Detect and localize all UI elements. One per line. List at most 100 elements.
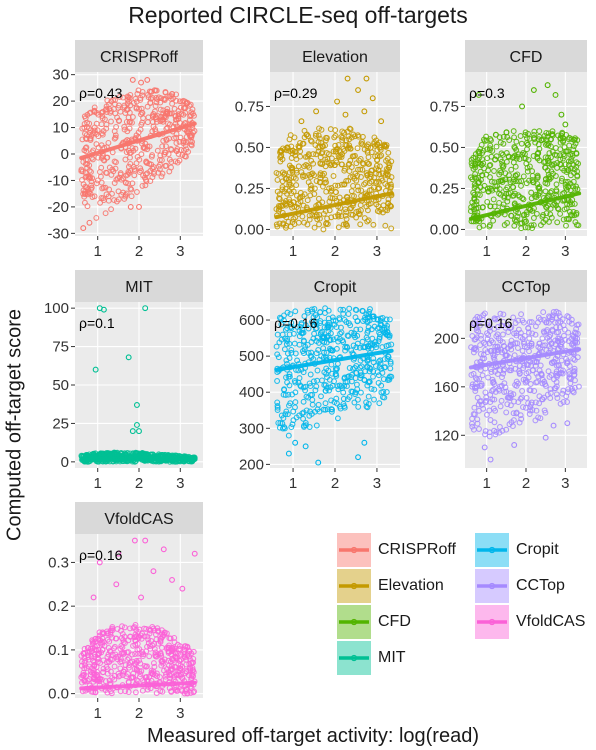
data-point — [344, 374, 351, 380]
data-point — [326, 336, 333, 343]
data-point — [474, 416, 481, 423]
data-point — [108, 206, 115, 213]
data-point — [471, 384, 478, 391]
data-point — [191, 688, 198, 695]
data-point — [371, 396, 377, 403]
data-point — [570, 368, 577, 375]
data-point — [138, 167, 144, 174]
data-point — [488, 137, 494, 144]
data-point — [91, 130, 98, 136]
data-point — [532, 139, 539, 146]
correlation-annotation: ρ=0.3 — [469, 85, 505, 101]
data-point — [84, 649, 91, 656]
data-point — [366, 364, 373, 371]
data-point — [141, 662, 148, 669]
data-point — [480, 351, 487, 358]
data-point — [96, 676, 103, 683]
data-point — [329, 406, 336, 413]
data-point — [535, 150, 542, 157]
data-point — [329, 370, 336, 377]
data-point — [518, 311, 525, 318]
data-point — [535, 314, 542, 321]
y-tick-label: 0.3 — [48, 554, 69, 571]
data-point — [347, 205, 354, 212]
data-point — [143, 648, 150, 655]
data-point — [89, 665, 95, 672]
data-point — [346, 160, 353, 167]
data-point — [571, 143, 577, 150]
data-point — [312, 387, 319, 394]
data-point — [492, 407, 499, 414]
x-tick-label: 3 — [176, 243, 184, 260]
data-point — [296, 412, 303, 419]
data-point — [345, 333, 352, 340]
data-point — [545, 368, 552, 375]
data-point — [185, 647, 192, 654]
data-point — [289, 164, 296, 171]
data-point — [95, 154, 102, 161]
data-point — [153, 87, 160, 94]
trend-line — [79, 680, 197, 691]
data-point — [529, 330, 536, 337]
data-point — [82, 678, 89, 685]
data-point — [509, 183, 516, 190]
data-point — [112, 134, 119, 141]
data-point — [159, 116, 166, 123]
data-point — [153, 116, 160, 122]
x-tick-label: 1 — [482, 243, 490, 260]
data-point — [522, 224, 529, 231]
data-point — [569, 388, 576, 395]
data-point — [314, 377, 321, 384]
data-point — [494, 331, 501, 338]
y-tick-label: 0.00 — [235, 221, 264, 238]
data-point — [157, 99, 164, 106]
data-point — [552, 145, 559, 151]
data-point — [499, 151, 506, 158]
data-point — [366, 180, 373, 187]
data-point — [315, 144, 322, 151]
data-point — [324, 324, 331, 331]
data-point — [475, 328, 482, 335]
data-point — [484, 330, 490, 337]
data-point — [282, 176, 289, 183]
data-point — [489, 187, 496, 194]
data-point — [501, 222, 508, 228]
data-point — [276, 204, 283, 211]
data-point — [547, 211, 554, 218]
data-point — [495, 323, 501, 330]
data-point — [517, 412, 524, 419]
panel-elevation: Elevation ρ=0.29 0.00 0.25 0.50 0.75 1 2 3 — [235, 40, 400, 260]
y-tick-label: 400 — [239, 384, 264, 401]
data-point — [341, 382, 348, 389]
outlier-point — [481, 444, 488, 451]
data-point — [511, 352, 518, 359]
data-point — [491, 179, 498, 186]
data-point — [335, 142, 342, 148]
legend: CRISPRoff Elevation CFD MIT Cropit CCTop Vfold… — [336, 532, 586, 677]
data-point — [82, 145, 89, 152]
data-point — [383, 157, 389, 164]
data-point — [92, 689, 99, 696]
y-tick-label: 0.0 — [48, 686, 69, 703]
data-point — [307, 182, 314, 189]
data-point — [173, 91, 180, 98]
data-point — [323, 365, 330, 372]
data-point — [91, 104, 98, 111]
data-point — [496, 134, 503, 141]
data-point — [521, 155, 527, 162]
data-point — [94, 177, 101, 184]
data-point — [183, 686, 190, 693]
data-point — [88, 132, 95, 139]
outlier-point — [115, 550, 122, 557]
data-point — [537, 362, 544, 369]
data-point — [472, 183, 479, 190]
outlier-point — [90, 594, 97, 601]
outlier-point — [160, 546, 167, 553]
data-point — [329, 314, 336, 321]
data-point — [481, 339, 487, 346]
data-point — [284, 338, 291, 344]
data-point — [529, 225, 536, 232]
data-point — [119, 623, 125, 630]
outlier-point — [92, 366, 99, 373]
data-point — [554, 164, 560, 171]
